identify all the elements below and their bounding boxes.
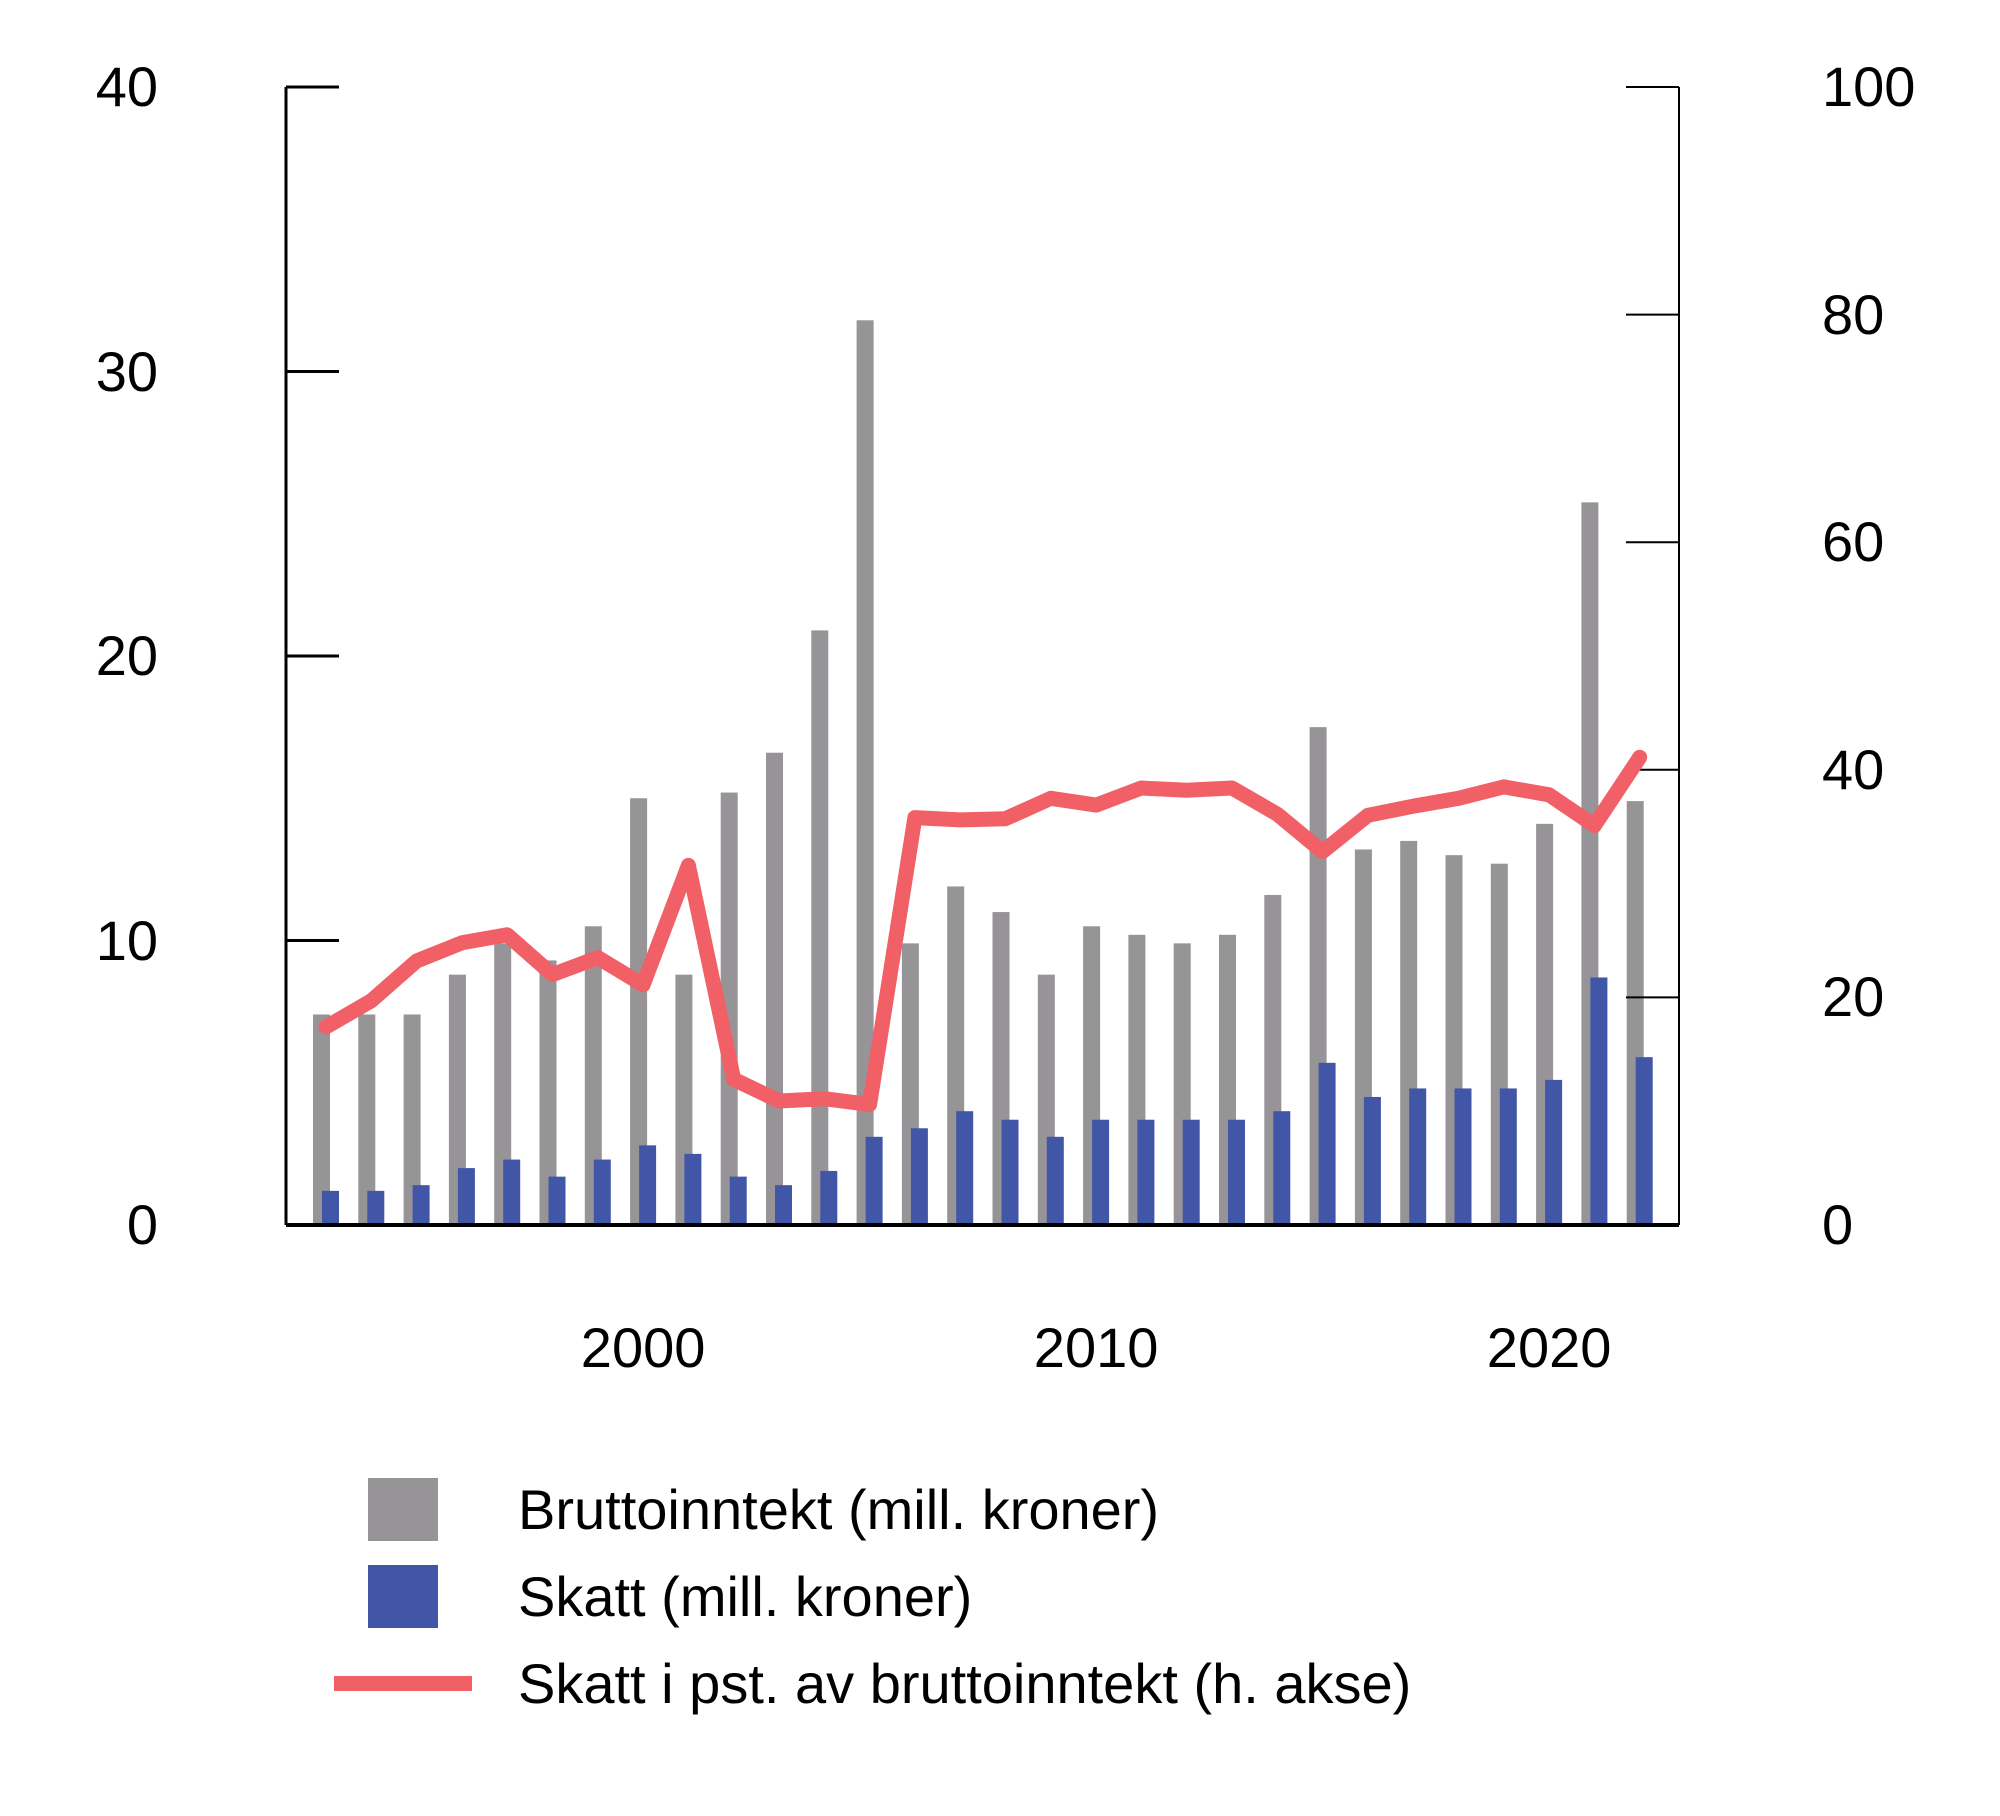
bar-skatt <box>1454 1088 1472 1225</box>
bar-skatt <box>1182 1119 1200 1225</box>
x-tick-label: 2020 <box>1486 1316 1612 1379</box>
legend-swatch-gray <box>368 1478 438 1541</box>
left-tick-label: 30 <box>95 339 158 403</box>
bar-bruttoinntekt <box>766 752 783 1225</box>
bar-bruttoinntekt <box>811 630 829 1225</box>
bar-skatt <box>865 1136 883 1225</box>
left-tick-label: 0 <box>126 1193 158 1256</box>
axes <box>284 85 1680 1227</box>
bar-skatt <box>820 1170 838 1225</box>
right-tick-label: 20 <box>1822 965 1885 1029</box>
bar-skatt <box>457 1168 475 1225</box>
legend-label: Skatt i pst. av bruttoinntekt (h. akse) <box>518 1652 1412 1715</box>
right-tick-label: 80 <box>1822 282 1885 346</box>
right-tick-label: 100 <box>1822 55 1916 118</box>
bar-skatt <box>1499 1088 1517 1225</box>
legend-label: Bruttoinntekt (mill. kroner) <box>518 1478 1160 1541</box>
bar-bruttoinntekt <box>720 792 738 1225</box>
bar-bruttoinntekt <box>494 943 512 1225</box>
bar-skatt <box>1137 1119 1155 1225</box>
left-tick-label: 20 <box>95 624 158 687</box>
bar-skatt <box>1273 1111 1291 1225</box>
skatt-bars <box>322 977 1653 1225</box>
bar-skatt <box>956 1111 974 1225</box>
legend-label: Skatt (mill. kroner) <box>518 1565 973 1628</box>
bar-skatt <box>1363 1096 1381 1225</box>
bar-skatt <box>593 1159 611 1225</box>
bar-bruttoinntekt <box>584 926 602 1225</box>
bar-skatt <box>1092 1119 1110 1225</box>
bar-skatt <box>1635 1057 1653 1225</box>
bar-skatt <box>1046 1136 1064 1225</box>
bar-skatt <box>1001 1119 1019 1225</box>
x-tick-label: 2000 <box>580 1316 706 1379</box>
bar-bruttoinntekt <box>313 1014 330 1225</box>
bar-skatt <box>1590 977 1608 1225</box>
left-tick-label: 40 <box>95 55 158 118</box>
bar-skatt <box>1318 1062 1336 1225</box>
x-tick-label: 2010 <box>1033 1316 1159 1379</box>
bar-bruttoinntekt <box>358 1014 376 1225</box>
bar-skatt <box>1409 1088 1427 1225</box>
bar-skatt <box>1228 1119 1245 1225</box>
right-tick-label: 40 <box>1822 737 1885 801</box>
bar-skatt <box>412 1185 430 1225</box>
bar-bruttoinntekt <box>403 1014 421 1225</box>
bar-skatt <box>1545 1079 1563 1225</box>
left-tick-label: 10 <box>95 908 158 972</box>
skatt-pct-line <box>318 749 1648 1112</box>
legend-swatch-blue <box>368 1565 438 1628</box>
right-tick-label: 0 <box>1822 1193 1854 1256</box>
bruttoinntekt-bars <box>313 320 1644 1225</box>
bar-bruttoinntekt <box>448 974 466 1225</box>
legend-swatch-red-line <box>334 1676 472 1691</box>
bar-skatt <box>322 1190 339 1225</box>
bar-bruttoinntekt <box>630 798 648 1225</box>
bar-skatt <box>684 1153 702 1225</box>
bar-skatt <box>639 1145 657 1225</box>
bar-skatt <box>503 1159 521 1225</box>
bar-skatt <box>729 1176 747 1225</box>
bar-skatt <box>775 1185 792 1225</box>
right-tick-label: 60 <box>1822 510 1885 574</box>
bar-bruttoinntekt <box>539 960 557 1225</box>
bar-skatt <box>910 1128 928 1225</box>
bar-skatt <box>548 1176 566 1225</box>
bar-bruttoinntekt <box>856 320 874 1225</box>
bar-skatt <box>367 1190 385 1225</box>
